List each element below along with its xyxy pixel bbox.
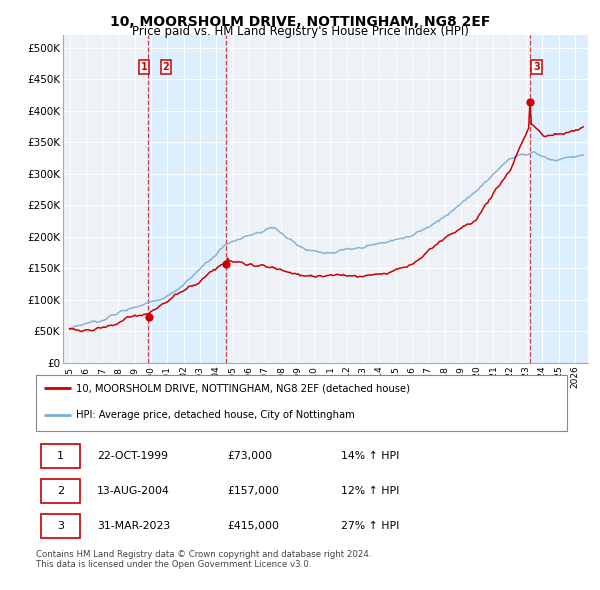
Bar [148, 35, 226, 363]
FancyBboxPatch shape [41, 444, 80, 468]
Text: 27% ↑ HPI: 27% ↑ HPI [341, 521, 400, 531]
Bar [549, 35, 588, 363]
Text: 31-MAR-2023: 31-MAR-2023 [97, 521, 170, 531]
Text: 22-OCT-1999: 22-OCT-1999 [97, 451, 168, 461]
Text: 3: 3 [533, 62, 540, 72]
Text: 10, MOORSHOLM DRIVE, NOTTINGHAM, NG8 2EF: 10, MOORSHOLM DRIVE, NOTTINGHAM, NG8 2EF [110, 15, 490, 29]
Text: HPI: Average price, detached house, City of Nottingham: HPI: Average price, detached house, City… [76, 410, 355, 420]
Text: 3: 3 [57, 521, 64, 531]
Text: 2: 2 [57, 486, 64, 496]
Text: £73,000: £73,000 [227, 451, 272, 461]
Text: £415,000: £415,000 [227, 521, 279, 531]
Text: 12% ↑ HPI: 12% ↑ HPI [341, 486, 400, 496]
FancyBboxPatch shape [41, 479, 80, 503]
Text: 1: 1 [57, 451, 64, 461]
FancyBboxPatch shape [36, 375, 567, 431]
Bar [530, 35, 588, 363]
Text: 2: 2 [163, 62, 169, 72]
Text: 1: 1 [140, 62, 147, 72]
Text: Contains HM Land Registry data © Crown copyright and database right 2024.
This d: Contains HM Land Registry data © Crown c… [36, 550, 371, 569]
Text: Price paid vs. HM Land Registry's House Price Index (HPI): Price paid vs. HM Land Registry's House … [131, 25, 469, 38]
Text: 14% ↑ HPI: 14% ↑ HPI [341, 451, 400, 461]
Text: £157,000: £157,000 [227, 486, 279, 496]
FancyBboxPatch shape [41, 514, 80, 538]
Text: 10, MOORSHOLM DRIVE, NOTTINGHAM, NG8 2EF (detached house): 10, MOORSHOLM DRIVE, NOTTINGHAM, NG8 2EF… [76, 383, 410, 393]
Text: 13-AUG-2004: 13-AUG-2004 [97, 486, 170, 496]
